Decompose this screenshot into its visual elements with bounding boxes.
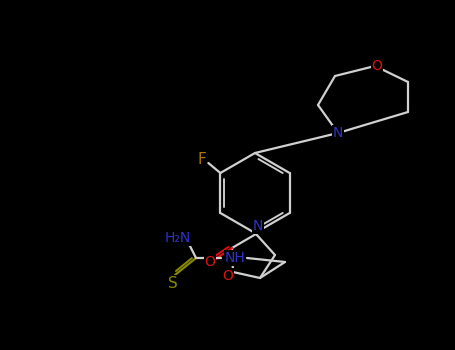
Text: O: O: [372, 59, 383, 73]
Text: N: N: [253, 219, 263, 233]
Text: O: O: [222, 269, 233, 283]
Text: F: F: [198, 152, 207, 167]
Text: N: N: [333, 126, 343, 140]
Text: H₂N: H₂N: [165, 231, 191, 245]
Text: NH: NH: [225, 251, 245, 265]
Text: O: O: [205, 255, 215, 269]
Text: S: S: [168, 275, 178, 290]
